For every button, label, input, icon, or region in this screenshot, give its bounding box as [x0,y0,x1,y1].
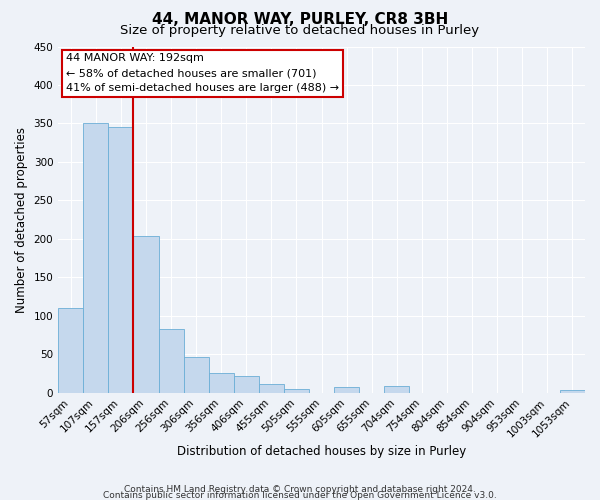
Bar [83,124,109,392]
Bar [58,308,83,392]
Text: 44 MANOR WAY: 192sqm
← 58% of detached houses are smaller (701)
41% of semi-deta: 44 MANOR WAY: 192sqm ← 58% of detached h… [66,54,339,93]
Text: Size of property relative to detached houses in Purley: Size of property relative to detached ho… [121,24,479,37]
Text: 44, MANOR WAY, PURLEY, CR8 3BH: 44, MANOR WAY, PURLEY, CR8 3BH [152,12,448,28]
Y-axis label: Number of detached properties: Number of detached properties [15,126,28,312]
Text: Contains public sector information licensed under the Open Government Licence v3: Contains public sector information licen… [103,490,497,500]
Bar [334,387,359,392]
Bar [259,384,284,392]
Bar [560,390,585,392]
Bar [234,376,259,392]
Bar [184,357,209,392]
Bar [158,329,184,392]
X-axis label: Distribution of detached houses by size in Purley: Distribution of detached houses by size … [177,444,466,458]
Bar [385,386,409,392]
Bar [133,236,158,392]
Bar [209,374,234,392]
Bar [284,389,309,392]
Bar [109,128,133,392]
Text: Contains HM Land Registry data © Crown copyright and database right 2024.: Contains HM Land Registry data © Crown c… [124,485,476,494]
